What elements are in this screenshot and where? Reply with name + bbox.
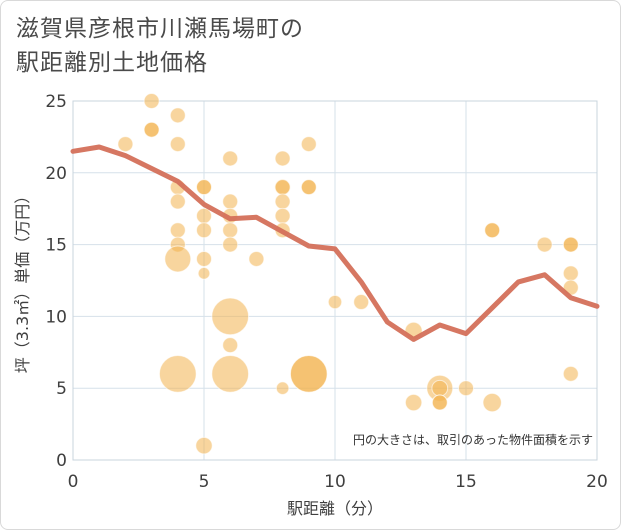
data-point — [211, 354, 250, 393]
data-point — [275, 381, 290, 395]
data-point — [169, 193, 186, 210]
data-point — [274, 207, 291, 224]
data-point — [196, 179, 212, 196]
average-line — [70, 144, 600, 342]
series-line — [70, 144, 600, 342]
title-line-2: 駅距離別土地価格 — [16, 50, 208, 76]
data-point — [482, 392, 502, 413]
data-point — [327, 294, 343, 310]
data-point — [562, 265, 579, 282]
data-point — [222, 337, 239, 354]
data-point — [117, 136, 134, 153]
chart-title: 滋賀県彦根市川瀬馬場町の 駅距離別土地価格 — [16, 12, 304, 80]
data-point — [164, 245, 192, 273]
y-tick-label: 10 — [45, 307, 67, 327]
y-tick-label: 15 — [45, 236, 67, 256]
data-point — [197, 267, 211, 280]
bubbles — [117, 93, 579, 455]
plot-border — [72, 100, 598, 461]
data-point — [222, 193, 239, 210]
data-point — [196, 222, 212, 239]
data-point — [353, 294, 370, 311]
data-point — [274, 179, 291, 196]
data-point — [196, 207, 212, 224]
data-point — [458, 380, 474, 397]
data-point — [300, 179, 317, 196]
data-point — [431, 379, 449, 397]
data-point — [248, 250, 265, 267]
data-point — [289, 354, 328, 393]
data-point — [143, 93, 160, 109]
data-point — [143, 121, 160, 138]
size-note: 円の大きさは、取引のあった物件面積を示す — [353, 432, 593, 447]
x-tick-label: 10 — [324, 472, 346, 492]
y-axis-label: 坪（3.3㎡）単価（万円） — [13, 188, 32, 373]
data-point — [195, 436, 213, 455]
data-point — [431, 394, 448, 411]
x-tick-label: 20 — [586, 472, 608, 492]
data-point — [562, 236, 579, 253]
data-point — [196, 250, 212, 267]
data-point — [222, 236, 239, 253]
data-point — [484, 222, 501, 239]
data-point — [169, 136, 186, 153]
data-point — [404, 393, 423, 412]
data-point — [169, 107, 186, 124]
data-point — [158, 354, 197, 393]
data-point — [211, 297, 250, 336]
y-tick-label: 5 — [56, 379, 67, 399]
data-point — [169, 222, 186, 239]
data-point — [300, 136, 317, 153]
x-tick-label: 15 — [455, 472, 477, 492]
y-tick-label: 25 — [45, 92, 67, 112]
x-tick-label: 0 — [68, 472, 79, 492]
x-axis-label: 駅距離（分） — [287, 499, 383, 518]
y-axis-ticks: 0 5 10 15 20 25 — [45, 92, 67, 471]
data-point — [222, 222, 239, 239]
y-tick-label: 0 — [56, 451, 67, 471]
data-point — [222, 150, 239, 167]
data-point — [536, 236, 553, 253]
data-point — [274, 193, 291, 210]
y-tick-label: 20 — [45, 164, 67, 184]
data-point — [562, 365, 579, 382]
data-point — [274, 150, 291, 167]
x-tick-label: 5 — [199, 472, 210, 492]
title-line-1: 滋賀県彦根市川瀬馬場町の — [16, 16, 304, 42]
x-axis-ticks: 0 5 10 15 20 — [68, 472, 608, 492]
